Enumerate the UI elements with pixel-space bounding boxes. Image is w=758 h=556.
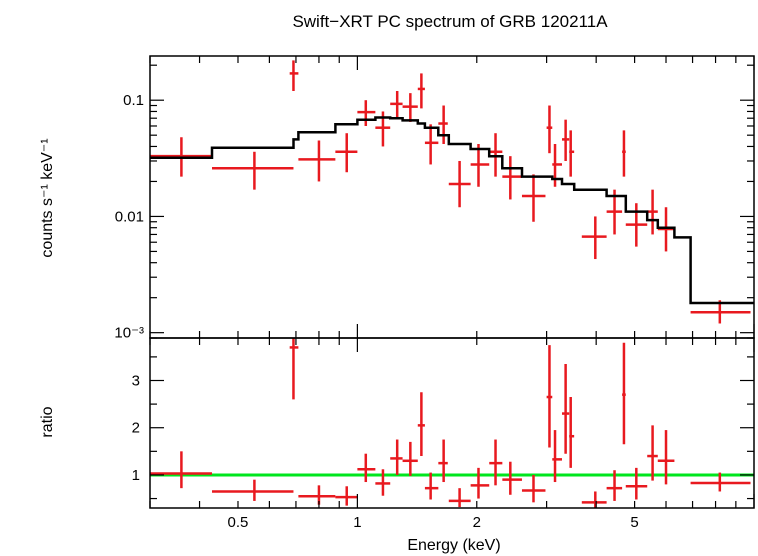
ratio-point-17 — [521, 474, 546, 503]
ratio-point-27 — [657, 430, 675, 485]
spectrum-point-22 — [581, 216, 607, 260]
ratio-point-15 — [489, 439, 503, 486]
spectrum-point-27 — [657, 207, 675, 252]
ratio-point-2 — [212, 479, 294, 501]
ratio-point-23 — [606, 470, 623, 501]
ratio-point-14 — [470, 467, 490, 499]
spectrum-point-17 — [521, 174, 546, 222]
spectrum-point-6 — [357, 100, 376, 126]
ratio-point-24 — [622, 342, 626, 445]
spectrum-point-18 — [546, 105, 553, 154]
ratio-point-13 — [448, 488, 471, 508]
ratio-point-25 — [625, 467, 648, 500]
spectrum-point-11 — [424, 124, 439, 165]
x-tick-label: 2 — [473, 514, 481, 531]
spectrum-point-10 — [417, 73, 425, 109]
axes-layer: 0.1 0.01 10⁻³ 1 2 3 0.5 1 2 5 — [114, 55, 755, 531]
ratio-point-10 — [417, 392, 425, 457]
spectrum-point-24 — [622, 130, 626, 177]
ratio-data-layer — [150, 338, 751, 508]
spectrum-data-layer — [150, 60, 751, 324]
ratio-point-22 — [581, 491, 607, 508]
spectrum-model-layer — [150, 116, 754, 305]
spectrum-point-19 — [552, 143, 562, 187]
y-axis-label-spectrum: counts s⁻¹ keV⁻¹ — [39, 138, 56, 257]
ratio-point-5 — [335, 486, 358, 506]
spectrum-point-5 — [335, 133, 358, 173]
ratio-frame — [149, 337, 755, 509]
ratio-point-11 — [424, 472, 439, 500]
ratio-point-3 — [289, 338, 299, 400]
spectrum-point-26 — [647, 189, 658, 235]
spectrum-point-16 — [502, 156, 522, 200]
ratio-point-6 — [357, 453, 376, 483]
spectrum-point-25 — [625, 203, 648, 247]
spectrum-point-21 — [569, 130, 575, 177]
ratio-point-12 — [438, 439, 448, 483]
y-tick-label-ratio: 3 — [132, 373, 140, 390]
spectrum-point-2 — [212, 151, 294, 190]
ratio-point-9 — [402, 441, 418, 476]
ratio-point-20 — [561, 363, 570, 454]
chart-title: Swift−XRT PC spectrum of GRB 120211A — [292, 12, 608, 31]
spectrum-point-9 — [402, 93, 418, 122]
x-tick-label: 0.5 — [228, 514, 249, 531]
ratio-point-16 — [502, 461, 522, 495]
ratio-point-26 — [647, 425, 658, 481]
spectrum-point-14 — [470, 143, 490, 187]
y-tick-label-spectrum: 0.01 — [115, 208, 144, 225]
y-tick-label-spectrum: 0.1 — [123, 92, 144, 109]
x-tick-label: 5 — [630, 514, 638, 531]
spectrum-point-4 — [298, 140, 336, 182]
x-tick-label: 1 — [353, 514, 361, 531]
x-axis-label: Energy (keV) — [407, 537, 500, 554]
y-axis-label-ratio: ratio — [39, 406, 56, 437]
spectrum-point-3 — [289, 60, 299, 91]
spectrum-point-8 — [390, 90, 403, 119]
ratio-point-4 — [298, 485, 336, 505]
y-tick-label-ratio: 1 — [132, 467, 140, 484]
ratio-point-19 — [552, 430, 562, 483]
spectrum-point-12 — [438, 105, 448, 144]
spectrum-point-15 — [489, 133, 503, 177]
ratio-point-8 — [390, 439, 403, 475]
y-tick-label-ratio: 2 — [132, 420, 140, 437]
spectrum-point-13 — [448, 160, 471, 208]
spectrum-frame — [149, 55, 755, 339]
y-tick-label-spectrum: 10⁻³ — [114, 325, 144, 342]
spectrum-point-20 — [561, 119, 570, 161]
ratio-point-7 — [375, 469, 391, 496]
ratio-point-28 — [690, 472, 751, 492]
model-step-line — [150, 116, 754, 305]
ratio-point-21 — [569, 397, 575, 468]
ratio-point-1 — [150, 451, 213, 489]
ratio-point-18 — [546, 345, 553, 448]
